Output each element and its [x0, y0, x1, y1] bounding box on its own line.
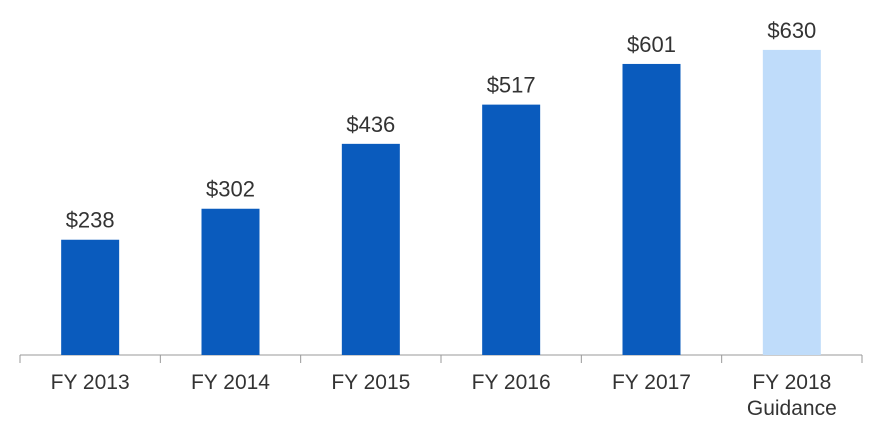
bar [482, 104, 541, 355]
value-label: $302 [206, 177, 255, 202]
value-label: $630 [767, 18, 816, 43]
x-tick-label: FY 2013 [50, 371, 130, 394]
x-tick-label: FY 2018 Guidance [746, 371, 837, 420]
bar [201, 208, 260, 355]
bar [61, 239, 120, 355]
x-tick-label: FY 2017 [611, 371, 691, 394]
bar [622, 63, 681, 356]
value-label: $436 [346, 112, 395, 137]
bar [762, 49, 821, 356]
value-label: $601 [627, 32, 676, 57]
x-tick-label: FY 2015 [331, 371, 411, 394]
x-tick-label: FY 2014 [190, 371, 270, 394]
value-label: $517 [487, 73, 536, 98]
value-label: $238 [66, 208, 115, 233]
bar [341, 143, 400, 355]
x-tick-label: FY 2016 [471, 371, 551, 394]
